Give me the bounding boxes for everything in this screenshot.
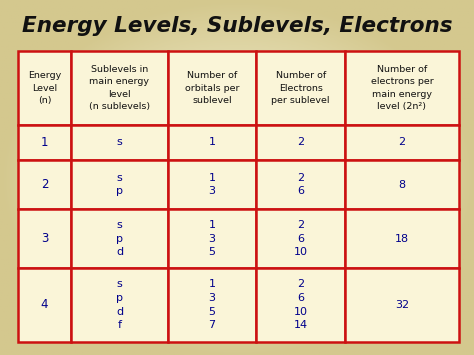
Bar [18, 51, 71, 125]
Text: Sublevels in
main energy
level
(n sublevels): Sublevels in main energy level (n sublev… [89, 65, 150, 111]
Text: 2: 2 [398, 137, 405, 147]
Bar [71, 125, 168, 160]
Bar [345, 209, 459, 268]
Text: 4: 4 [41, 298, 48, 311]
Text: 1
3
5
7: 1 3 5 7 [209, 279, 216, 330]
Bar [18, 125, 71, 160]
Text: 2
6
10
14: 2 6 10 14 [294, 279, 308, 330]
Text: Number of
Electrons
per sublevel: Number of Electrons per sublevel [272, 71, 330, 105]
Text: 1: 1 [209, 137, 216, 147]
Bar [18, 268, 71, 342]
Bar [256, 51, 345, 125]
Bar [168, 209, 256, 268]
Bar [168, 51, 256, 125]
Bar [71, 268, 168, 342]
Text: 2
6
10: 2 6 10 [294, 220, 308, 257]
Bar [256, 209, 345, 268]
Text: s
p: s p [116, 173, 123, 196]
Text: 2
6: 2 6 [297, 173, 304, 196]
Text: 2: 2 [297, 137, 304, 147]
Bar [168, 268, 256, 342]
Bar [168, 125, 256, 160]
Text: 8: 8 [398, 180, 405, 190]
Text: Energy Levels, Sublevels, Electrons: Energy Levels, Sublevels, Electrons [22, 16, 452, 36]
Bar [168, 160, 256, 209]
Text: Energy
Level
(n): Energy Level (n) [28, 71, 61, 105]
Bar [18, 160, 71, 209]
Bar [71, 209, 168, 268]
Text: 1
3
5: 1 3 5 [209, 220, 216, 257]
Bar [71, 160, 168, 209]
Text: 18: 18 [395, 234, 409, 244]
Text: Number of
orbitals per
sublevel: Number of orbitals per sublevel [185, 71, 239, 105]
Bar [71, 51, 168, 125]
Text: 1
3: 1 3 [209, 173, 216, 196]
Text: 32: 32 [395, 300, 409, 310]
Text: 2: 2 [41, 178, 48, 191]
Bar [345, 51, 459, 125]
Text: 1: 1 [41, 136, 48, 149]
Bar [345, 125, 459, 160]
Text: 3: 3 [41, 232, 48, 245]
Text: Number of
electrons per
main energy
level (2n²): Number of electrons per main energy leve… [371, 65, 433, 111]
Text: s: s [117, 137, 122, 147]
Bar [256, 268, 345, 342]
Bar [345, 160, 459, 209]
Bar [18, 209, 71, 268]
Text: s
p
d: s p d [116, 220, 123, 257]
Bar [345, 268, 459, 342]
Bar [256, 125, 345, 160]
Text: s
p
d
f: s p d f [116, 279, 123, 330]
Bar [256, 160, 345, 209]
